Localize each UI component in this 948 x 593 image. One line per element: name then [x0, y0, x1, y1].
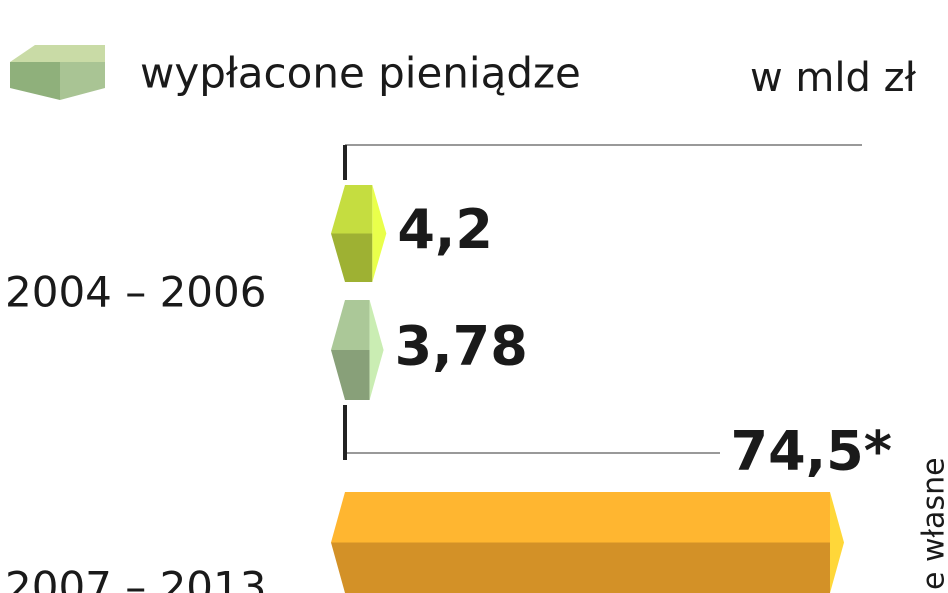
bar-end	[830, 492, 844, 593]
bar	[331, 300, 384, 400]
bar-top	[331, 492, 830, 543]
bar	[331, 185, 387, 282]
legend-icon	[10, 45, 105, 100]
category-label: 2004 – 2006	[5, 268, 266, 317]
source-label: e własne	[917, 457, 948, 590]
bar-bottom	[331, 233, 373, 282]
value-label: 3,78	[395, 315, 528, 378]
unit-label: w mld zł	[750, 55, 917, 101]
category-label: 2007 – 2013	[5, 563, 266, 593]
bar-top	[331, 185, 373, 234]
bar	[331, 492, 844, 593]
bar-end	[369, 300, 384, 400]
value-label: 4,2	[397, 198, 493, 261]
legend-label: wypłacone pieniądze	[140, 49, 581, 98]
bar-top	[331, 300, 370, 350]
bar-bottom	[331, 542, 830, 593]
bar-bottom	[331, 350, 370, 400]
value-label: 74,5*	[731, 420, 892, 483]
bar-end	[372, 185, 387, 282]
